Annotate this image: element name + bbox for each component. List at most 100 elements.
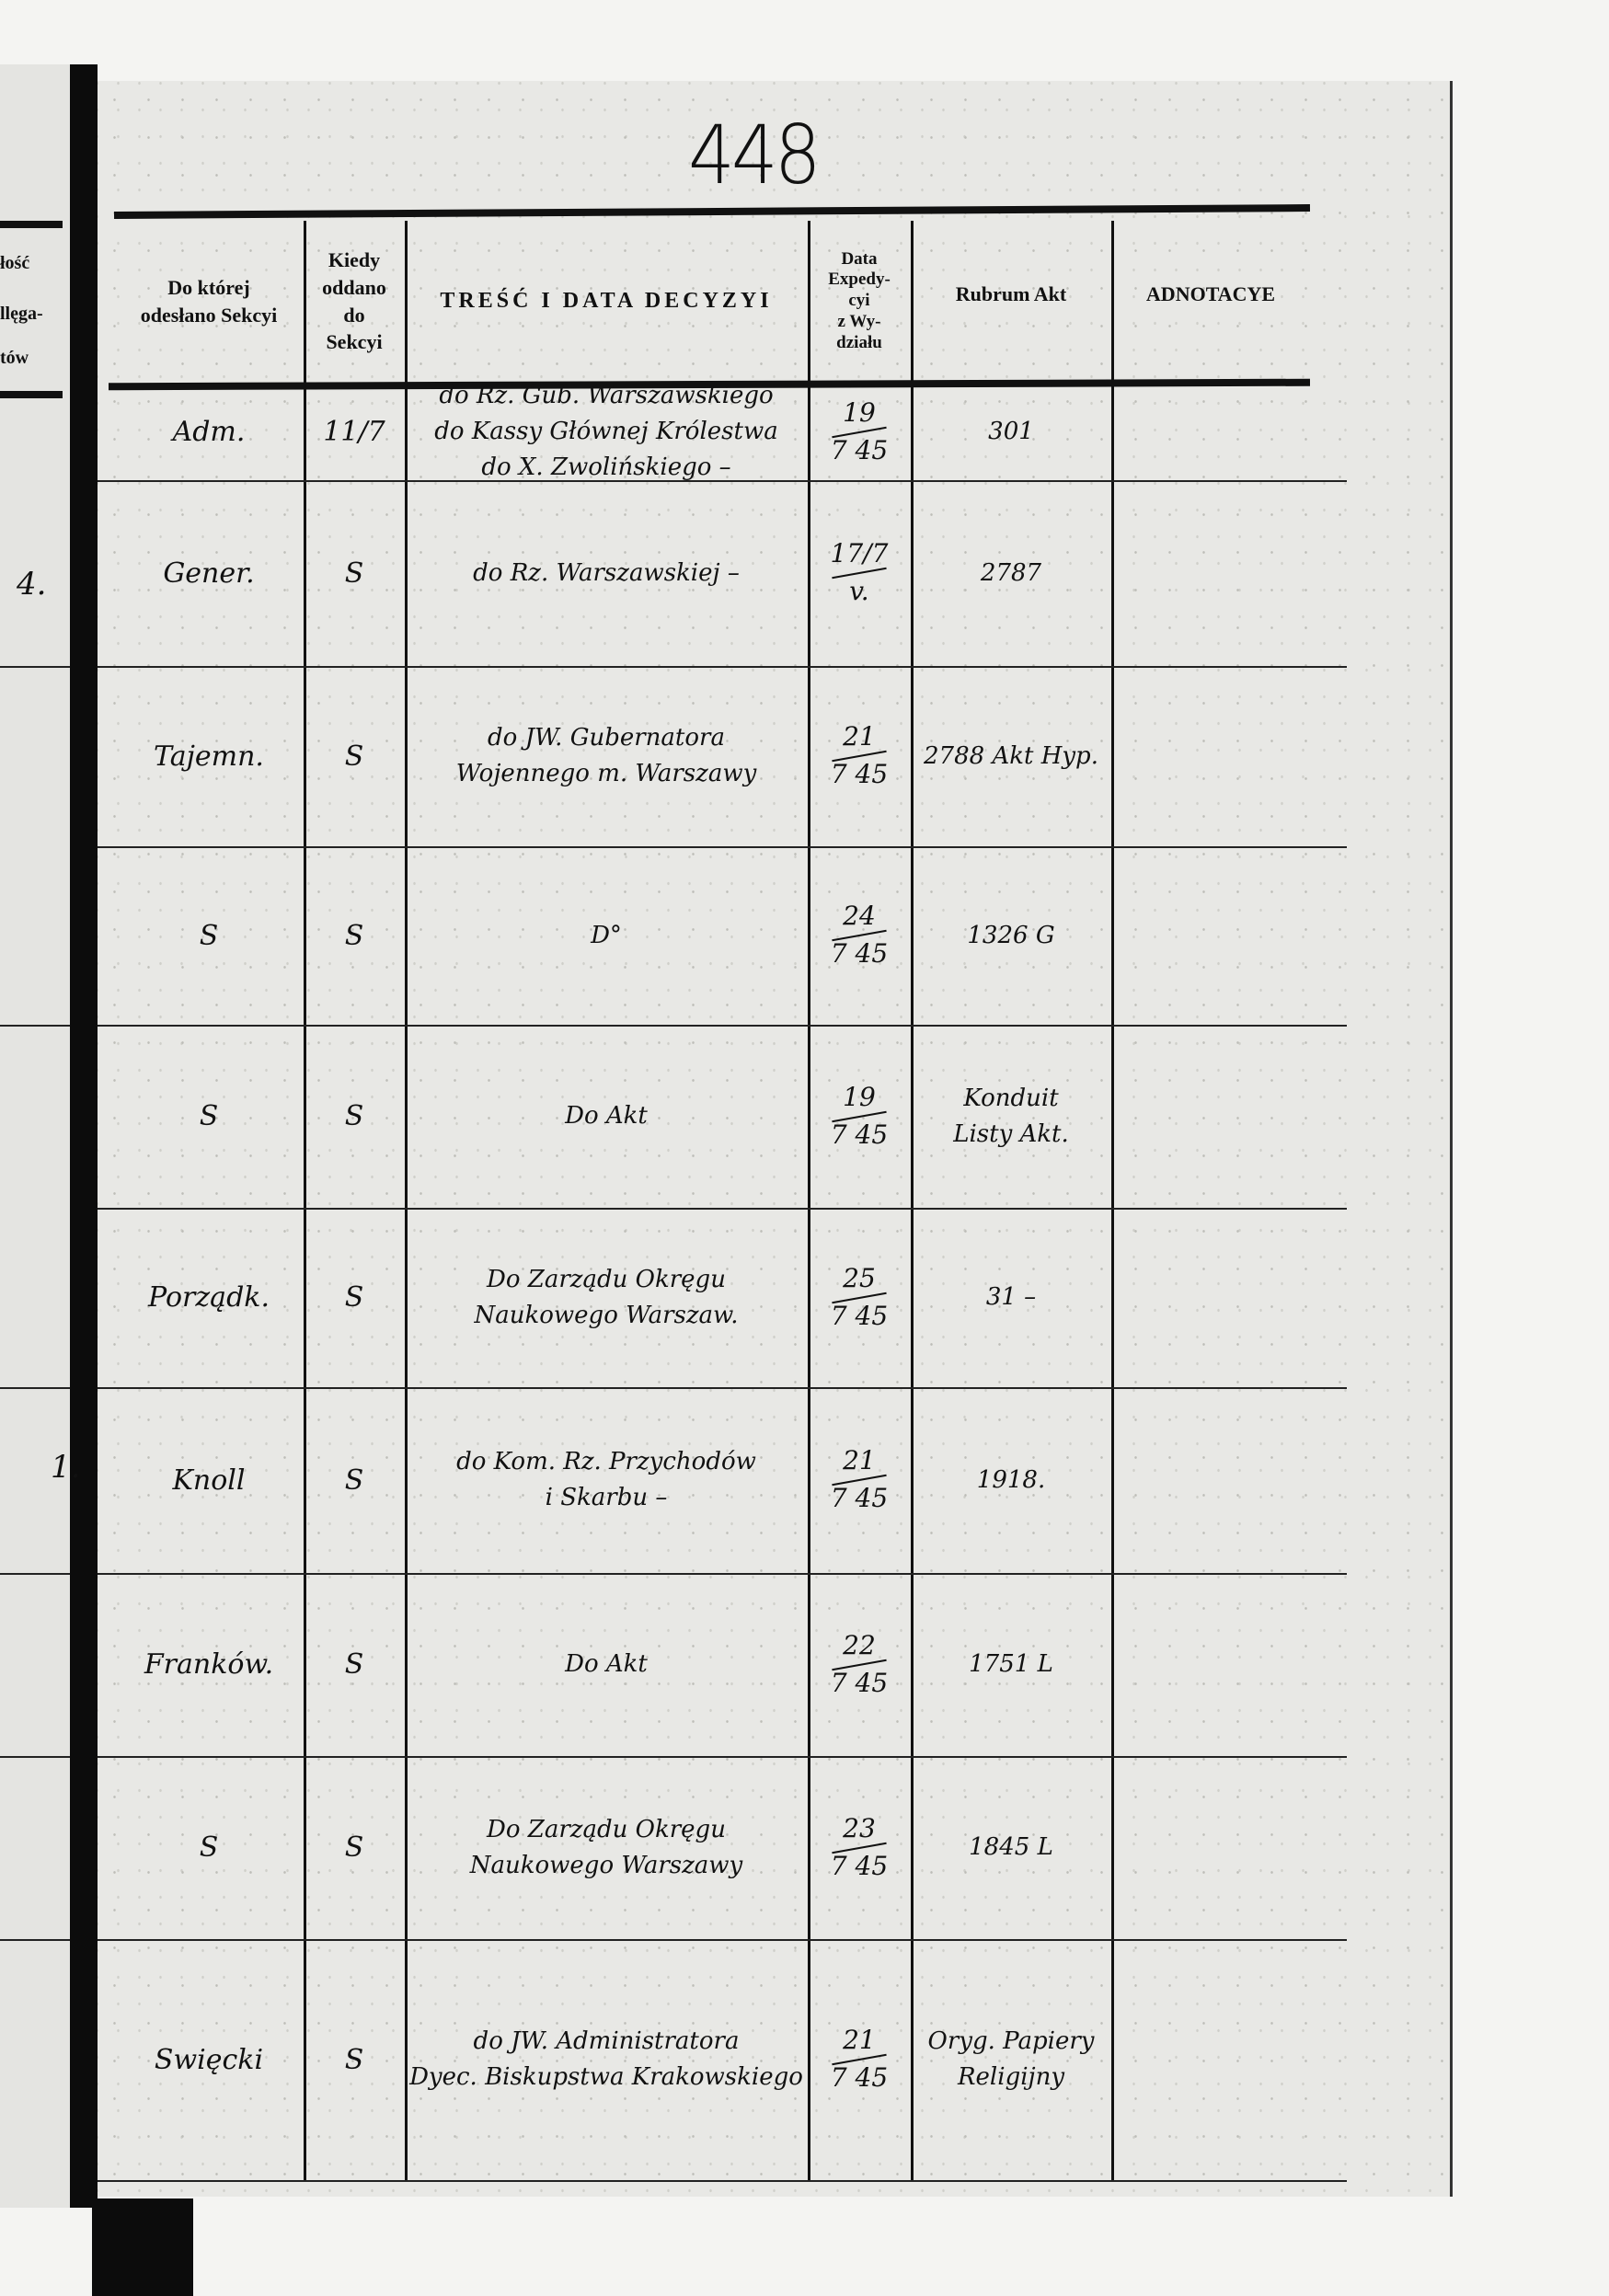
rubrum-cell: 1751 L — [911, 1573, 1111, 1756]
rubrum-cell: 1845 L — [911, 1756, 1111, 1939]
date-month-year: v. — [849, 576, 869, 606]
dispatch-date-cell: 24 7 45 — [808, 846, 911, 1025]
date-fraction: 22 7 45 — [830, 1631, 889, 1698]
date-day: 21 — [843, 1445, 876, 1476]
column-divider — [405, 221, 408, 2180]
notes-cell — [1111, 384, 1347, 480]
date-month-year: 7 45 — [830, 434, 889, 465]
date-month-year: 7 45 — [830, 2062, 889, 2093]
date-fraction: 21 7 45 — [831, 2026, 888, 2093]
notes-cell — [1111, 1756, 1347, 1939]
date-day: 19 — [843, 396, 876, 428]
notes-cell — [1111, 1025, 1347, 1208]
section-cell: S — [114, 846, 304, 1025]
content-line: Naukowego Warszaw. — [474, 1301, 739, 1329]
header-line: Sekcyi — [326, 330, 383, 354]
when-text: S — [344, 1464, 364, 1497]
date-month-year: 7 45 — [830, 1667, 889, 1698]
column-divider — [911, 221, 914, 2180]
notes-cell — [1111, 666, 1347, 846]
section-text: S — [199, 1831, 219, 1864]
date-fraction: 19 7 45 — [830, 396, 889, 465]
date-fraction: 19 7 45 — [830, 1081, 889, 1150]
row-divider — [98, 2180, 1347, 2182]
rubrum-line: Oryg. Papiery — [927, 2027, 1095, 2055]
content-cell: Do Zarządu Okręgu Naukowego Warszawy — [405, 1756, 808, 1939]
rubrum-cell: 1326 G — [911, 846, 1111, 1025]
register-page — [98, 81, 1453, 2197]
facing-row-divider — [0, 1939, 70, 1941]
content-cell: Do Zarządu Okręgu Naukowego Warszaw. — [405, 1208, 808, 1387]
content-cell: D° — [405, 846, 808, 1025]
when-cell: S — [304, 1025, 405, 1208]
when-text: 11/7 — [323, 416, 385, 448]
when-text: S — [344, 557, 364, 590]
section-text: Franków. — [144, 1648, 274, 1681]
content-line: do JW. Administratora — [473, 2027, 740, 2055]
date-fraction: 17/7 v. — [831, 539, 889, 606]
row-divider — [98, 480, 1347, 482]
date-month-year: 7 45 — [830, 1119, 889, 1150]
date-day: 19 — [843, 1081, 876, 1112]
content-line: do Kom. Rz. Przychodów — [456, 1448, 756, 1475]
section-text: S — [199, 919, 219, 952]
date-month-year: 7 45 — [830, 938, 889, 969]
date-fraction: 21 7 45 — [830, 1445, 889, 1513]
content-cell: do Kom. Rz. Przychodów i Skarbu – — [405, 1387, 808, 1573]
when-text: S — [344, 1648, 364, 1681]
facing-page-rule — [0, 221, 63, 228]
content-cell: Do Akt — [405, 1025, 808, 1208]
rubrum-line: Religijny — [957, 2063, 1065, 2091]
section-text: Tajemn. — [154, 740, 264, 773]
facing-page-fragment — [0, 64, 72, 2208]
facing-page-rule — [0, 391, 63, 398]
section-cell: Knoll — [114, 1387, 304, 1573]
when-cell: S — [304, 846, 405, 1025]
content-line: i Skarbu – — [545, 1484, 668, 1511]
notes-cell — [1111, 480, 1347, 666]
rubrum-line: Listy Akt. — [953, 1119, 1069, 1148]
facing-row-divider — [0, 666, 70, 668]
date-month-year: 7 45 — [830, 1300, 889, 1331]
section-cell: Adm. — [114, 384, 304, 480]
dispatch-date-cell: 23 7 45 — [808, 1756, 911, 1939]
notes-cell — [1111, 1387, 1347, 1573]
date-fraction: 21 7 45 — [831, 722, 888, 789]
section-cell: Gener. — [114, 480, 304, 666]
section-text: Knoll — [172, 1464, 246, 1497]
notes-cell — [1111, 1208, 1347, 1387]
facing-header-fragment: llęga- — [0, 304, 43, 324]
when-text: S — [344, 2043, 364, 2076]
content-cell: do Rz. Warszawskiej – — [405, 480, 808, 666]
content-cell: do JW. Administratora Dyec. Biskupstwa Kr… — [405, 1939, 808, 2180]
content-line: Do Zarządu Okręgu — [487, 1265, 726, 1293]
column-divider — [808, 221, 810, 2180]
content-cell: do Rz. Gub. Warszawskiego do Kassy Główne… — [405, 382, 808, 481]
header-rubrum: Rubrum Akt — [955, 282, 1067, 306]
section-cell: Franków. — [114, 1573, 304, 1756]
dispatch-date-cell: 21 7 45 — [808, 1387, 911, 1573]
rubrum-line: 31 – — [985, 1283, 1037, 1311]
date-month-year: 7 45 — [830, 1850, 889, 1881]
header-decision-content: TREŚĆ I DATA DECYZYI — [440, 289, 773, 314]
book-spine — [70, 64, 98, 2208]
date-month-year: 7 45 — [830, 1483, 889, 1513]
facing-row-divider — [0, 1573, 70, 1575]
when-text: S — [344, 1831, 364, 1864]
when-text: S — [344, 1281, 364, 1314]
facing-row-number: 4. — [17, 566, 47, 603]
content-line: Dyec. Biskupstwa Krakowskiego — [409, 2063, 803, 2091]
date-day: 25 — [843, 1262, 876, 1293]
content-line: Naukowego Warszawy — [469, 1851, 743, 1879]
section-text: Swięcki — [154, 2043, 264, 2076]
section-cell: Tajemn. — [114, 666, 304, 846]
dispatch-date-cell: 19 7 45 — [808, 384, 911, 480]
dispatch-date-cell: 19 7 45 — [808, 1025, 911, 1208]
dispatch-date-cell: 17/7 v. — [808, 480, 911, 666]
row-divider — [98, 846, 1347, 848]
header-line: Data — [841, 248, 878, 269]
content-cell: do JW. Gubernatora Wojennego m. Warszawy — [405, 666, 808, 846]
notes-cell — [1111, 1939, 1347, 2180]
when-cell: S — [304, 1573, 405, 1756]
when-cell: S — [304, 1939, 405, 2180]
